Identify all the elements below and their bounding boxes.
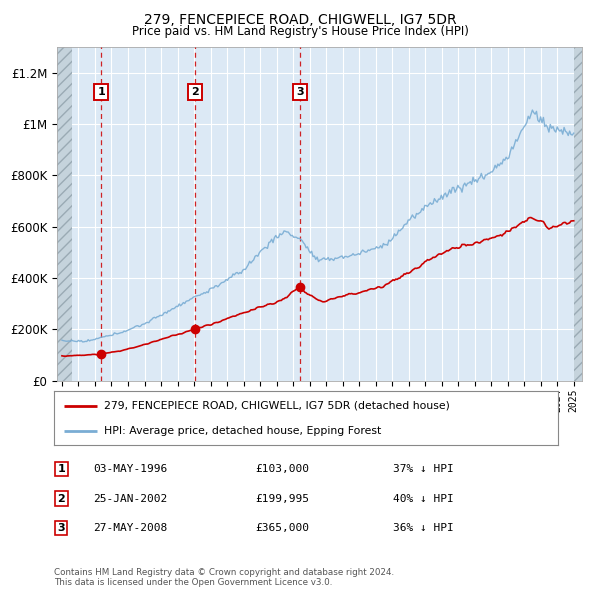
Text: 1: 1 [58,464,65,474]
Text: Price paid vs. HM Land Registry's House Price Index (HPI): Price paid vs. HM Land Registry's House … [131,25,469,38]
Text: HPI: Average price, detached house, Epping Forest: HPI: Average price, detached house, Eppi… [104,426,382,436]
Text: 25-JAN-2002: 25-JAN-2002 [93,494,167,503]
Bar [574,47,582,381]
Text: 1: 1 [97,87,105,97]
Text: 40% ↓ HPI: 40% ↓ HPI [393,494,454,503]
Text: £365,000: £365,000 [255,523,309,533]
Bar [57,47,72,381]
Text: £103,000: £103,000 [255,464,309,474]
Text: 27-MAY-2008: 27-MAY-2008 [93,523,167,533]
Text: 2: 2 [191,87,199,97]
Text: £199,995: £199,995 [255,494,309,503]
Text: 2: 2 [58,494,65,503]
Text: 279, FENCEPIECE ROAD, CHIGWELL, IG7 5DR: 279, FENCEPIECE ROAD, CHIGWELL, IG7 5DR [143,13,457,27]
Text: Contains HM Land Registry data © Crown copyright and database right 2024.
This d: Contains HM Land Registry data © Crown c… [54,568,394,587]
Text: 36% ↓ HPI: 36% ↓ HPI [393,523,454,533]
Text: 3: 3 [58,523,65,533]
Text: 37% ↓ HPI: 37% ↓ HPI [393,464,454,474]
Text: 3: 3 [296,87,304,97]
Text: 03-MAY-1996: 03-MAY-1996 [93,464,167,474]
Text: 279, FENCEPIECE ROAD, CHIGWELL, IG7 5DR (detached house): 279, FENCEPIECE ROAD, CHIGWELL, IG7 5DR … [104,401,450,411]
